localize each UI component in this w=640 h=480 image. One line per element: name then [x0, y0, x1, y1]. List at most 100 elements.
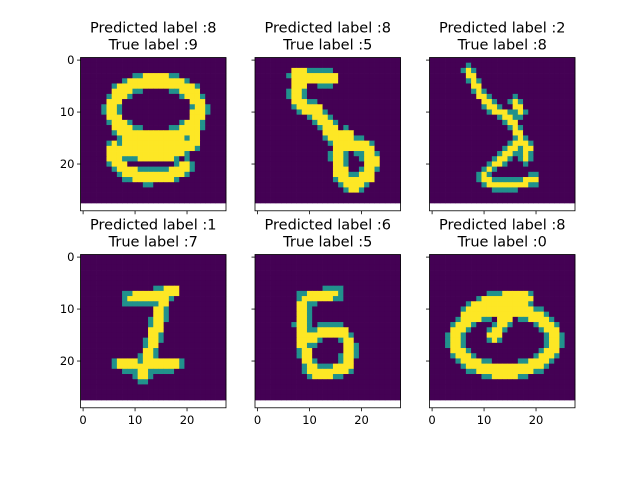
- image-pixel: [200, 306, 206, 313]
- image-pixel: [486, 78, 493, 84]
- image-pixel: [429, 156, 436, 162]
- image-pixel: [434, 358, 441, 364]
- image-pixel: [338, 62, 344, 69]
- image-pixel: [507, 177, 513, 183]
- image-pixel: [450, 192, 456, 199]
- image-pixel: [132, 301, 139, 307]
- image-pixel: [296, 187, 303, 193]
- image-pixel: [85, 348, 92, 354]
- image-pixel: [348, 280, 355, 287]
- image-pixel: [142, 327, 149, 333]
- image-pixel: [80, 311, 87, 318]
- image-pixel: [332, 394, 339, 401]
- image-pixel: [153, 337, 159, 344]
- image-pixel: [486, 306, 493, 313]
- image-pixel: [533, 368, 539, 375]
- image-pixel: [497, 311, 503, 318]
- image-pixel: [205, 187, 211, 193]
- image-pixel: [312, 259, 318, 266]
- image-pixel: [85, 337, 92, 344]
- image-pixel: [395, 322, 401, 328]
- image-pixel: [384, 254, 391, 261]
- image-pixel: [523, 171, 529, 178]
- image-pixel: [517, 342, 524, 349]
- image-pixel: [210, 57, 216, 64]
- image-pixel: [384, 368, 391, 375]
- image-pixel: [554, 311, 560, 318]
- image-pixel: [390, 88, 396, 95]
- image-pixel: [122, 342, 128, 349]
- image-pixel: [85, 187, 92, 193]
- image-pixel: [481, 73, 488, 79]
- image-pixel: [374, 379, 381, 385]
- image-pixel: [116, 332, 123, 338]
- image-pixel: [153, 322, 159, 328]
- image-pixel: [111, 161, 118, 167]
- image-pixel: [512, 275, 519, 281]
- image-pixel: [559, 119, 565, 126]
- image-pixel: [512, 254, 519, 261]
- image-pixel: [445, 306, 451, 313]
- image-pixel: [554, 348, 560, 354]
- image-pixel: [497, 161, 503, 167]
- image-pixel: [111, 197, 118, 204]
- image-pixel: [189, 311, 196, 318]
- image-pixel: [111, 114, 118, 121]
- image-pixel: [486, 348, 493, 354]
- image-pixel: [445, 285, 451, 292]
- image-pixel: [395, 384, 401, 390]
- image-pixel: [507, 374, 513, 380]
- image-pixel: [491, 109, 498, 116]
- image-pixel: [322, 57, 329, 64]
- image-pixel: [528, 145, 534, 152]
- image-pixel: [270, 145, 277, 152]
- image-pixel: [189, 119, 196, 126]
- image-pixel: [507, 114, 513, 121]
- image-pixel: [538, 88, 545, 95]
- image-pixel: [301, 270, 308, 276]
- image-pixel: [554, 332, 560, 338]
- image-pixel: [523, 114, 529, 121]
- image-pixel: [270, 57, 277, 64]
- image-pixel: [215, 379, 222, 385]
- image-pixel: [101, 394, 107, 401]
- image-pixel: [343, 254, 349, 261]
- image-pixel: [158, 316, 164, 323]
- image-pixel: [142, 135, 149, 141]
- image-pixel: [215, 93, 222, 100]
- image-pixel: [301, 140, 308, 147]
- image-pixel: [220, 156, 227, 162]
- image-pixel: [471, 78, 477, 84]
- image-pixel: [137, 67, 144, 74]
- image-pixel: [332, 197, 339, 204]
- image-pixel: [384, 187, 391, 193]
- image-pixel: [184, 114, 190, 121]
- image-pixel: [291, 280, 297, 287]
- image-pixel: [564, 301, 571, 307]
- image-pixel: [343, 316, 349, 323]
- image-pixel: [210, 270, 216, 276]
- image-pixel: [343, 389, 349, 396]
- image-pixel: [275, 177, 282, 183]
- image-pixel: [168, 311, 175, 318]
- image-pixel: [306, 322, 313, 328]
- image-pixel: [312, 280, 318, 287]
- image-pixel: [322, 311, 329, 318]
- image-pixel: [220, 140, 227, 147]
- image-pixel: [215, 197, 222, 204]
- image-pixel: [338, 327, 344, 333]
- image-pixel: [332, 290, 339, 297]
- image-pixel: [260, 125, 266, 131]
- image-pixel: [455, 62, 462, 69]
- image-pixel: [476, 384, 482, 390]
- image-pixel: [476, 316, 482, 323]
- image-pixel: [533, 114, 539, 121]
- image-pixel: [343, 322, 349, 328]
- image-pixel: [512, 285, 519, 292]
- image-pixel: [538, 358, 545, 364]
- image-pixel: [168, 353, 175, 359]
- image-pixel: [174, 337, 180, 344]
- image-pixel: [106, 161, 113, 167]
- image-pixel: [184, 254, 190, 261]
- image-pixel: [90, 363, 97, 370]
